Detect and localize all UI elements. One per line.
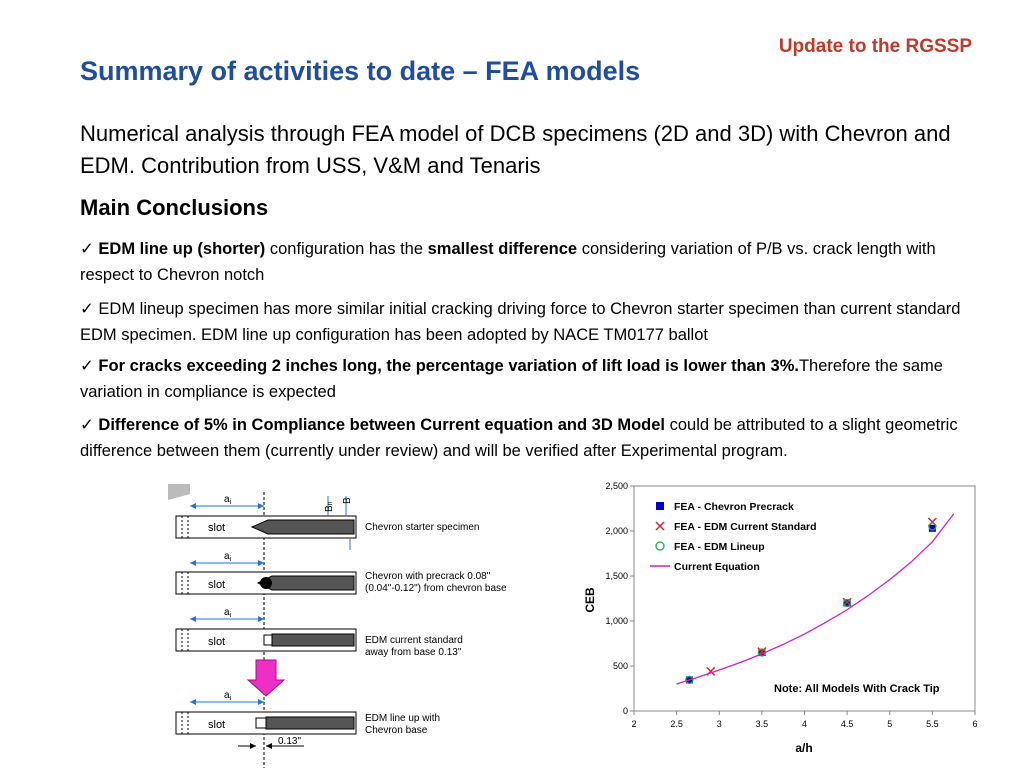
ceb-chart: 2 2.5 3 3.5 4 4.5 5 5.5 6 0 500 1,000 1,500 2,000 2,50… xyxy=(583,481,978,755)
bullet-bold: Difference of 5% in Compliance between C… xyxy=(98,416,666,434)
series-layer xyxy=(676,513,955,685)
conclusion-bullet-4: ✓ Difference of 5% in Compliance between… xyxy=(80,412,985,464)
y-axis-label: CEB xyxy=(583,587,597,613)
conclusion-bullet-2: ✓ EDM lineup specimen has more similar i… xyxy=(80,296,985,348)
slot-label: slot xyxy=(208,719,225,731)
specimen-caption: EDM line up with xyxy=(365,713,440,724)
bullet-text: Therefore the same variation in complian… xyxy=(80,357,943,401)
arrow-right-icon xyxy=(258,560,264,566)
x-axis-label: a/h xyxy=(795,741,812,755)
legend-label: FEA - EDM Lineup xyxy=(674,541,765,553)
legend-label: FEA - EDM Current Standard xyxy=(674,521,817,533)
check-icon: ✓ xyxy=(80,416,94,434)
x-tick-label: 4 xyxy=(802,719,807,729)
axis-ticks: 2 2.5 3 3.5 4 4.5 5 5.5 6 0 500 1,000 1,500 2,000 2,50… xyxy=(605,481,977,729)
dimension-label: 0.13" xyxy=(278,736,301,747)
legend-x-icon xyxy=(655,521,665,531)
ai-label: ai xyxy=(224,690,232,702)
specimen-edm-lineup: ai slot 0.13" EDM line up with Chevron b… xyxy=(175,690,440,749)
y-tick-label: 1,000 xyxy=(605,616,628,626)
ai-label: ai xyxy=(224,494,232,506)
x-tick-label: 3.5 xyxy=(756,719,769,729)
slot-label: slot xyxy=(208,522,225,534)
edm-notch xyxy=(271,633,355,647)
specimen-caption: Chevron with precrack 0.08" xyxy=(365,571,491,582)
chart-legend: FEA - Chevron Precrack FEA - EDM Current … xyxy=(650,501,817,573)
x-tick-label: 3 xyxy=(717,719,722,729)
chart-note: Note: All Models With Crack Tip xyxy=(774,683,940,695)
page-title: Summary of activities to date – FEA mode… xyxy=(80,56,641,86)
specimen-caption: (0.04"-0.12") from chevron base xyxy=(365,583,507,594)
x-tick-label: 2.5 xyxy=(670,719,683,729)
specimen-diagram: ai slot Bn B Chevron starter specimen ai… xyxy=(168,484,507,768)
diagram-corner xyxy=(168,484,190,500)
edm-slot xyxy=(263,634,273,646)
edm-lineup-point xyxy=(842,598,852,608)
arrow-right-icon xyxy=(258,616,264,622)
x-tick-label: 2 xyxy=(631,719,636,729)
conclusion-bullet-1: ✓ EDM line up (shorter) configuration ha… xyxy=(80,236,985,288)
specimen-caption: Chevron base xyxy=(365,725,428,736)
intro-text: Numerical analysis through FEA model of … xyxy=(80,121,951,178)
y-tick-label: 1,500 xyxy=(605,571,628,581)
bullet-bold: smallest difference xyxy=(427,240,578,258)
plot-area xyxy=(633,485,976,712)
b-label: B xyxy=(342,497,353,504)
slot-label: slot xyxy=(208,636,225,648)
arrow-left-icon xyxy=(190,616,196,622)
legend-square-icon xyxy=(656,502,664,510)
arrow-right-icon xyxy=(258,699,264,705)
precrack-marker xyxy=(260,577,272,589)
edm-lineup-point xyxy=(685,675,694,685)
conclusion-bullet-3: ✓ For cracks exceeding 2 inches long, th… xyxy=(80,353,985,405)
bn-label: Bn xyxy=(324,501,335,512)
x-tick-label: 5 xyxy=(887,719,892,729)
check-icon: ✓ xyxy=(80,240,94,258)
current-equation-line xyxy=(676,513,955,685)
check-icon: ✓ xyxy=(80,357,94,375)
edm-notch xyxy=(265,716,355,730)
specimen-caption: away from base 0.13" xyxy=(365,647,462,658)
edm-slot xyxy=(255,717,267,729)
down-arrow-icon xyxy=(246,659,286,697)
slot-label: slot xyxy=(208,579,225,591)
specimen-chevron-starter: ai slot Bn B Chevron starter specimen xyxy=(175,494,480,550)
arrow-left-icon xyxy=(190,560,196,566)
y-tick-label: 2,000 xyxy=(605,526,628,536)
x-tick-label: 4.5 xyxy=(841,719,854,729)
specimen-caption: EDM current standard xyxy=(365,635,463,646)
y-tick-label: 2,500 xyxy=(605,481,628,491)
arrow-left-icon xyxy=(190,699,196,705)
bullet-bold: For cracks exceeding 2 inches long, the … xyxy=(98,357,799,375)
chevron-notch xyxy=(256,575,355,591)
bullet-text: considering variation of P/B vs. crack l… xyxy=(80,240,936,284)
arrow-right-icon xyxy=(250,743,256,749)
legend-circle-icon xyxy=(655,541,665,551)
main-conclusions-heading: Main Conclusions xyxy=(80,195,269,220)
arrow-right-icon xyxy=(258,503,264,509)
chevron-precrack-point xyxy=(928,524,936,532)
bullet-text: EDM lineup specimen has more similar ini… xyxy=(80,300,961,344)
edm-lineup-point xyxy=(928,522,937,531)
bullet-bold: EDM line up (shorter) xyxy=(98,240,266,258)
specimen-chevron-precrack: ai slot Chevron with precrack 0.08" (0.0… xyxy=(175,551,507,595)
y-tick-label: 0 xyxy=(623,706,628,716)
check-icon: ✓ xyxy=(80,300,94,318)
legend-label: FEA - Chevron Precrack xyxy=(674,501,794,513)
header-tag: Update to the RGSSP xyxy=(778,36,972,57)
bullet-text: could be attributed to a slight geometri… xyxy=(80,416,958,460)
chevron-notch xyxy=(250,519,355,535)
ai-label: ai xyxy=(224,607,232,619)
x-tick-label: 6 xyxy=(972,719,977,729)
specimen-edm-current: ai slot EDM current standard away from b… xyxy=(175,607,463,658)
y-tick-label: 500 xyxy=(613,661,628,671)
specimen-caption: Chevron starter specimen xyxy=(365,522,480,533)
x-tick-label: 5.5 xyxy=(926,719,939,729)
arrow-left-icon xyxy=(190,503,196,509)
bullet-text: configuration has the xyxy=(265,240,428,258)
arrow-left-icon xyxy=(266,743,272,749)
legend-label: Current Equation xyxy=(674,561,760,573)
ai-label: ai xyxy=(224,551,232,563)
